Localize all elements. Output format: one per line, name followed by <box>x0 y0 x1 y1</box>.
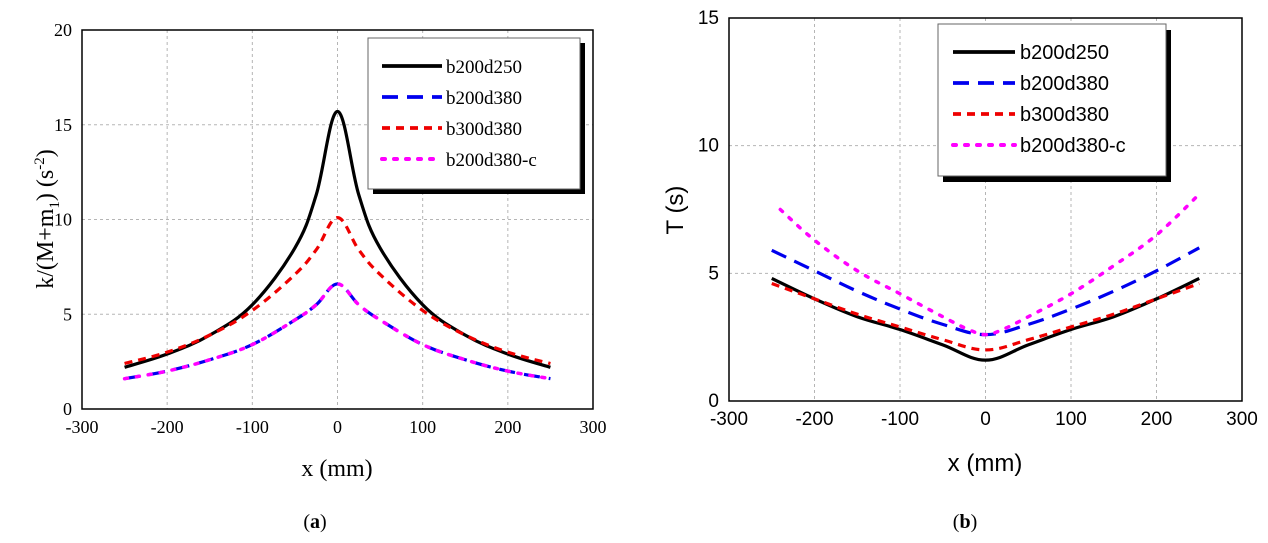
x-tick-label: -100 <box>236 417 269 437</box>
x-tick-label: -100 <box>881 409 919 430</box>
y-tick-label: 5 <box>708 263 719 284</box>
xlabel-b: x (mm) <box>948 450 1023 477</box>
legend-box-a <box>367 37 581 190</box>
grid-a <box>82 30 593 409</box>
x-tick-label: 200 <box>494 417 521 437</box>
x-tick-label: 0 <box>333 417 342 437</box>
legend-b: b200d250 b200d380 b300d380 b200d380-c <box>937 23 1171 182</box>
series-line-b200d250 <box>771 276 1200 362</box>
panel-label-a: (a) <box>303 511 326 533</box>
series-line-b300d380 <box>124 216 551 366</box>
x-tick-label: 200 <box>1141 409 1173 430</box>
y-tick-label: 10 <box>698 136 719 157</box>
y-tick-label: 15 <box>54 115 72 135</box>
plot-frame-b <box>728 17 1243 402</box>
ticks-b: -300 -200 -100 0 100 200 300 0 5 10 15 <box>698 8 1258 430</box>
x-tick-label: -200 <box>795 409 833 430</box>
series-line-b200d380-c <box>778 192 1201 337</box>
series-b <box>771 192 1201 362</box>
y-tick-label: 20 <box>54 20 72 40</box>
legend-label: b300d380 <box>446 119 522 140</box>
legend-label: b200d250 <box>1020 42 1109 64</box>
xlabel-a: x (mm) <box>301 456 372 482</box>
x-tick-label: -300 <box>710 409 748 430</box>
legend-label: b200d380-c <box>1020 135 1126 157</box>
x-tick-label: 100 <box>409 417 436 437</box>
series-a <box>122 109 553 381</box>
legend-label: b200d380 <box>446 88 522 109</box>
y-tick-label: 5 <box>63 304 72 324</box>
legend-label: b200d380-c <box>446 150 537 171</box>
y-tick-label: 10 <box>54 210 72 230</box>
legend-a: b200d250 b200d380 b300d380 b200d380-c <box>367 37 585 194</box>
series-line-b200d380-c <box>122 282 553 381</box>
ylabel-b: T (s) <box>662 186 689 235</box>
ylabel-a: k/(M+m1) (s-2) <box>32 149 63 289</box>
y-tick-label: 0 <box>63 399 72 419</box>
plot-frame-a <box>81 29 594 410</box>
panel-label-b: (b) <box>953 511 977 533</box>
x-tick-label: 100 <box>1055 409 1087 430</box>
y-tick-label: 15 <box>698 8 719 29</box>
series-line-b300d380 <box>771 282 1200 352</box>
legend-label: b300d380 <box>1020 104 1109 126</box>
legend-label: b200d250 <box>446 57 522 78</box>
x-tick-label: 300 <box>1226 409 1258 430</box>
legend-label: b200d380 <box>1020 73 1109 95</box>
x-tick-label: -200 <box>151 417 184 437</box>
x-tick-label: 300 <box>580 417 607 437</box>
legend-box-b <box>937 23 1167 177</box>
y-tick-label: 0 <box>708 391 719 412</box>
x-tick-label: -300 <box>66 417 99 437</box>
ticks-a: -300 -200 -100 0 100 200 300 0 5 10 15 20 <box>54 20 607 437</box>
x-tick-label: 0 <box>980 409 991 430</box>
